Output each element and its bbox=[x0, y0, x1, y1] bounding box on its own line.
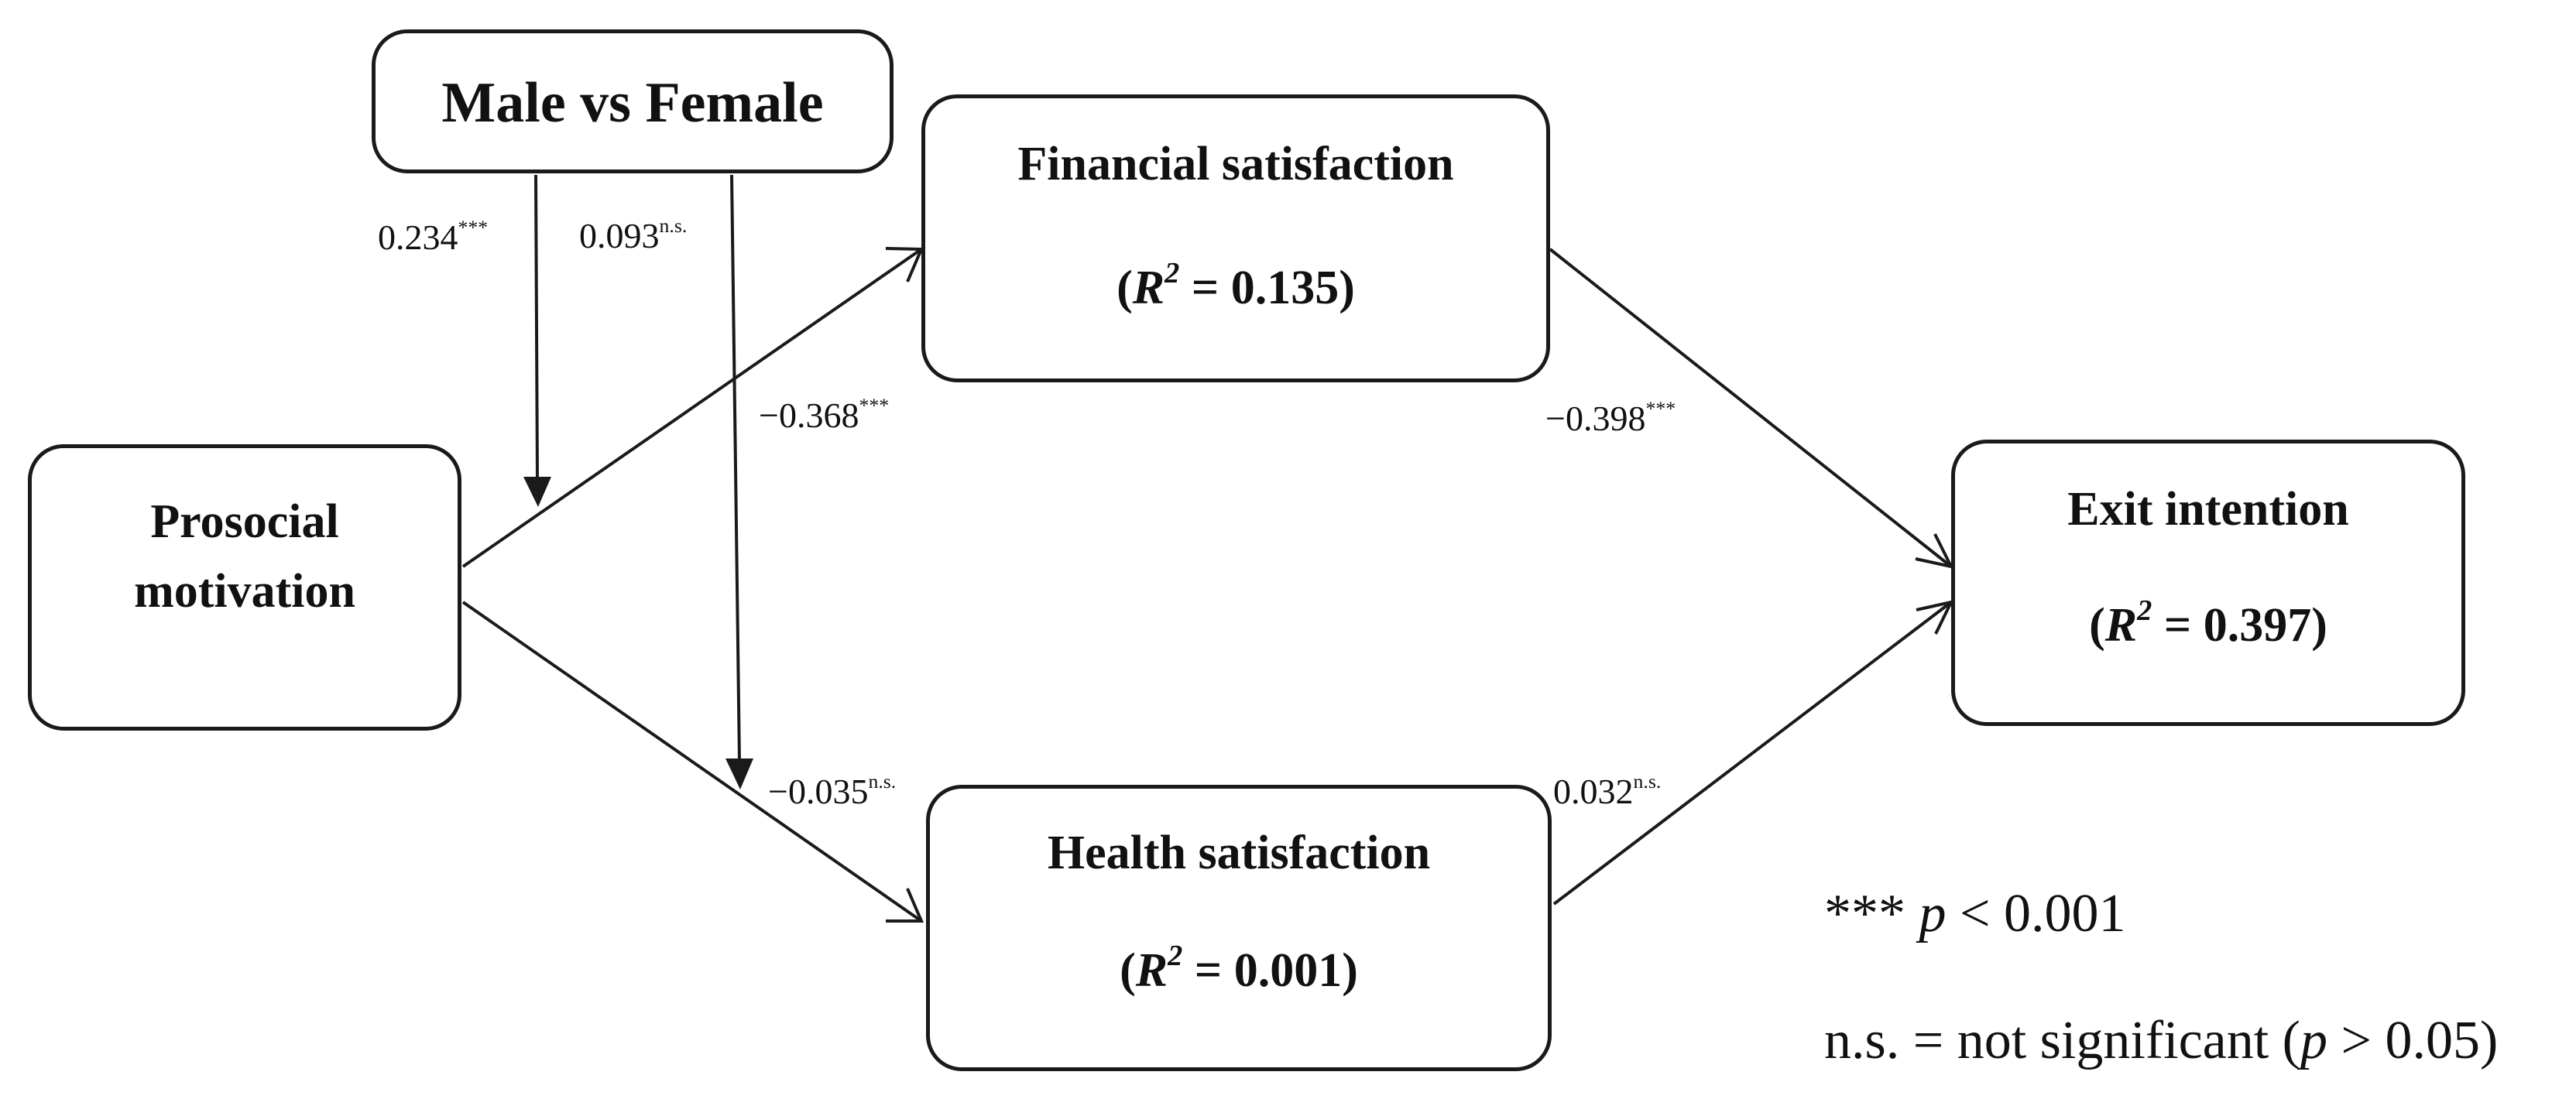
node-label: Exit intention bbox=[2067, 483, 2349, 536]
r2-value: (R2 = 0.001) bbox=[1120, 940, 1358, 997]
moderator-arrowhead-2 bbox=[725, 758, 753, 789]
arrow-prosocial-to-financial bbox=[461, 248, 923, 568]
legend-not-significant: n.s. = not significant (p > 0.05) bbox=[1824, 1011, 2499, 1070]
arrow-prosocial-to-health bbox=[461, 601, 923, 923]
arrow-financial-to-exit bbox=[1549, 248, 1953, 568]
node-label-line2: motivation bbox=[134, 565, 355, 618]
node-label: Male vs Female bbox=[441, 71, 824, 135]
node-male-vs-female: Male vs Female bbox=[372, 29, 894, 173]
coef-financial-exit: −0.398*** bbox=[1545, 396, 1676, 438]
node-financial-satisfaction: Financial satisfaction (R2 = 0.135) bbox=[921, 94, 1550, 382]
r2-value: (R2 = 0.397) bbox=[2089, 594, 2327, 652]
moderator-arrow-1 bbox=[534, 174, 539, 481]
coef-prosocial-financial: −0.368*** bbox=[759, 393, 890, 435]
r2-value: (R2 = 0.135) bbox=[1116, 257, 1355, 314]
node-label: Health satisfaction bbox=[1047, 827, 1431, 879]
coef-health-exit: 0.032n.s. bbox=[1553, 769, 1662, 811]
coef-moderator-health-path: 0.093n.s. bbox=[579, 214, 688, 255]
node-exit-intention: Exit intention (R2 = 0.397) bbox=[1951, 440, 2465, 726]
node-label-line1: Prosocial bbox=[150, 495, 339, 548]
legend-significance: *** p < 0.001 bbox=[1824, 884, 2126, 943]
node-health-satisfaction: Health satisfaction (R2 = 0.001) bbox=[926, 785, 1552, 1071]
arrow-health-to-exit bbox=[1552, 601, 1953, 906]
coef-prosocial-health: −0.035n.s. bbox=[768, 769, 897, 811]
coef-moderator-financial-path: 0.234*** bbox=[378, 215, 489, 257]
moderator-arrow-2 bbox=[730, 174, 741, 762]
arrowhead-health bbox=[886, 888, 924, 923]
moderator-arrowhead-1 bbox=[523, 477, 551, 507]
node-prosocial-motivation: Prosocial motivation bbox=[28, 444, 461, 731]
node-label: Financial satisfaction bbox=[1017, 138, 1454, 190]
